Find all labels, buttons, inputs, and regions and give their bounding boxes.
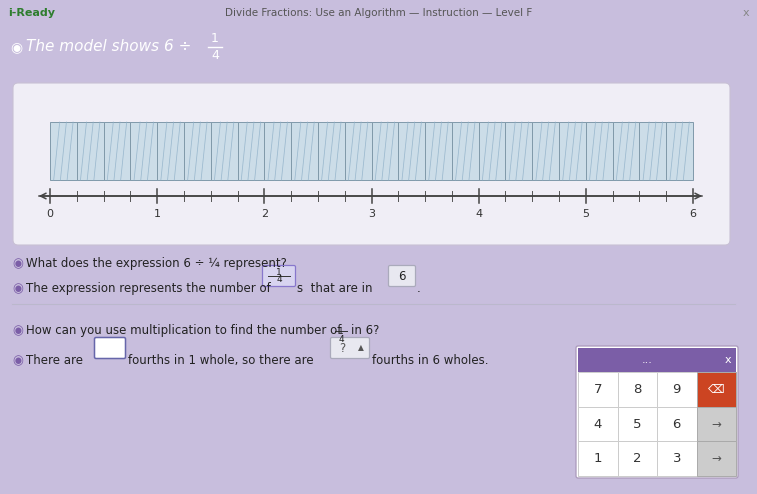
Bar xyxy=(657,407,696,441)
Text: fourths in 6 wholes.: fourths in 6 wholes. xyxy=(372,354,488,367)
Text: i-Ready: i-Ready xyxy=(8,8,55,18)
Text: ...: ... xyxy=(642,355,653,365)
Bar xyxy=(210,122,238,180)
Bar xyxy=(76,122,104,180)
Bar xyxy=(478,122,506,180)
Text: 6: 6 xyxy=(690,209,696,219)
Text: 1: 1 xyxy=(276,268,282,277)
Text: 4: 4 xyxy=(475,209,482,219)
Text: →: → xyxy=(712,417,721,430)
Text: ◉: ◉ xyxy=(12,257,23,270)
Bar xyxy=(612,122,640,180)
Text: ◉: ◉ xyxy=(12,324,23,337)
Text: 6: 6 xyxy=(398,270,406,283)
Text: 6: 6 xyxy=(672,417,681,430)
Text: 8: 8 xyxy=(633,383,641,396)
FancyBboxPatch shape xyxy=(263,265,295,287)
Text: 4: 4 xyxy=(211,49,219,62)
Bar xyxy=(578,372,618,407)
Bar xyxy=(618,441,657,476)
Text: The model shows 6 ÷: The model shows 6 ÷ xyxy=(26,39,192,54)
Text: 4: 4 xyxy=(593,417,602,430)
Bar xyxy=(559,122,586,180)
Text: 7: 7 xyxy=(593,383,602,396)
Text: 0: 0 xyxy=(46,209,54,219)
Bar xyxy=(318,122,344,180)
Text: ◉: ◉ xyxy=(10,40,22,54)
Bar xyxy=(104,122,130,180)
Text: 5: 5 xyxy=(633,417,641,430)
Bar xyxy=(618,372,657,407)
Bar xyxy=(532,122,559,180)
Bar xyxy=(578,407,618,441)
Text: in 6?: in 6? xyxy=(351,324,379,337)
Text: 9: 9 xyxy=(672,383,681,396)
FancyBboxPatch shape xyxy=(576,346,738,478)
Bar xyxy=(184,122,210,180)
Text: 2: 2 xyxy=(633,452,641,465)
Text: 1: 1 xyxy=(154,209,160,219)
Bar xyxy=(506,122,532,180)
Text: What does the expression 6 ÷ ¼ represent?: What does the expression 6 ÷ ¼ represent… xyxy=(26,257,287,270)
Text: x: x xyxy=(724,355,731,365)
Text: 1: 1 xyxy=(338,327,344,336)
Bar xyxy=(657,372,696,407)
Bar xyxy=(130,122,157,180)
FancyBboxPatch shape xyxy=(388,265,416,287)
Text: There are: There are xyxy=(26,354,83,367)
Bar xyxy=(586,122,612,180)
Text: 3: 3 xyxy=(368,209,375,219)
Text: .: . xyxy=(417,282,421,295)
Text: ?: ? xyxy=(339,341,345,355)
FancyBboxPatch shape xyxy=(95,337,126,359)
Text: Divide Fractions: Use an Algorithm — Instruction — Level F: Divide Fractions: Use an Algorithm — Ins… xyxy=(225,8,532,18)
Bar xyxy=(640,122,666,180)
Text: 4: 4 xyxy=(338,335,344,344)
FancyBboxPatch shape xyxy=(13,83,730,245)
Bar xyxy=(578,348,736,372)
Text: The expression represents the number of: The expression represents the number of xyxy=(26,282,271,295)
Text: 3: 3 xyxy=(672,452,681,465)
Text: ◉: ◉ xyxy=(12,282,23,295)
Bar xyxy=(238,122,264,180)
Text: ◉: ◉ xyxy=(12,354,23,367)
Bar xyxy=(657,441,696,476)
Bar xyxy=(291,122,318,180)
Text: ⌫: ⌫ xyxy=(708,383,724,396)
Text: x: x xyxy=(743,8,749,18)
Text: 1: 1 xyxy=(211,33,219,45)
Bar xyxy=(157,122,184,180)
Bar xyxy=(344,122,372,180)
Bar xyxy=(452,122,478,180)
Text: →: → xyxy=(712,452,721,465)
Text: fourths in 1 whole, so there are: fourths in 1 whole, so there are xyxy=(128,354,313,367)
Bar xyxy=(264,122,291,180)
Text: 2: 2 xyxy=(260,209,268,219)
Bar xyxy=(696,407,736,441)
Bar xyxy=(50,122,76,180)
Bar xyxy=(666,122,693,180)
Bar xyxy=(578,441,618,476)
Bar xyxy=(372,122,398,180)
Bar xyxy=(425,122,452,180)
Text: s  that are in: s that are in xyxy=(297,282,372,295)
Text: 1: 1 xyxy=(593,452,602,465)
Bar xyxy=(696,441,736,476)
Bar xyxy=(398,122,425,180)
Bar xyxy=(696,372,736,407)
Bar xyxy=(618,407,657,441)
Text: ▲: ▲ xyxy=(358,343,364,353)
FancyBboxPatch shape xyxy=(331,337,369,359)
Text: 5: 5 xyxy=(582,209,590,219)
Text: 4: 4 xyxy=(276,276,282,285)
Text: How can you use multiplication to find the number of: How can you use multiplication to find t… xyxy=(26,324,341,337)
